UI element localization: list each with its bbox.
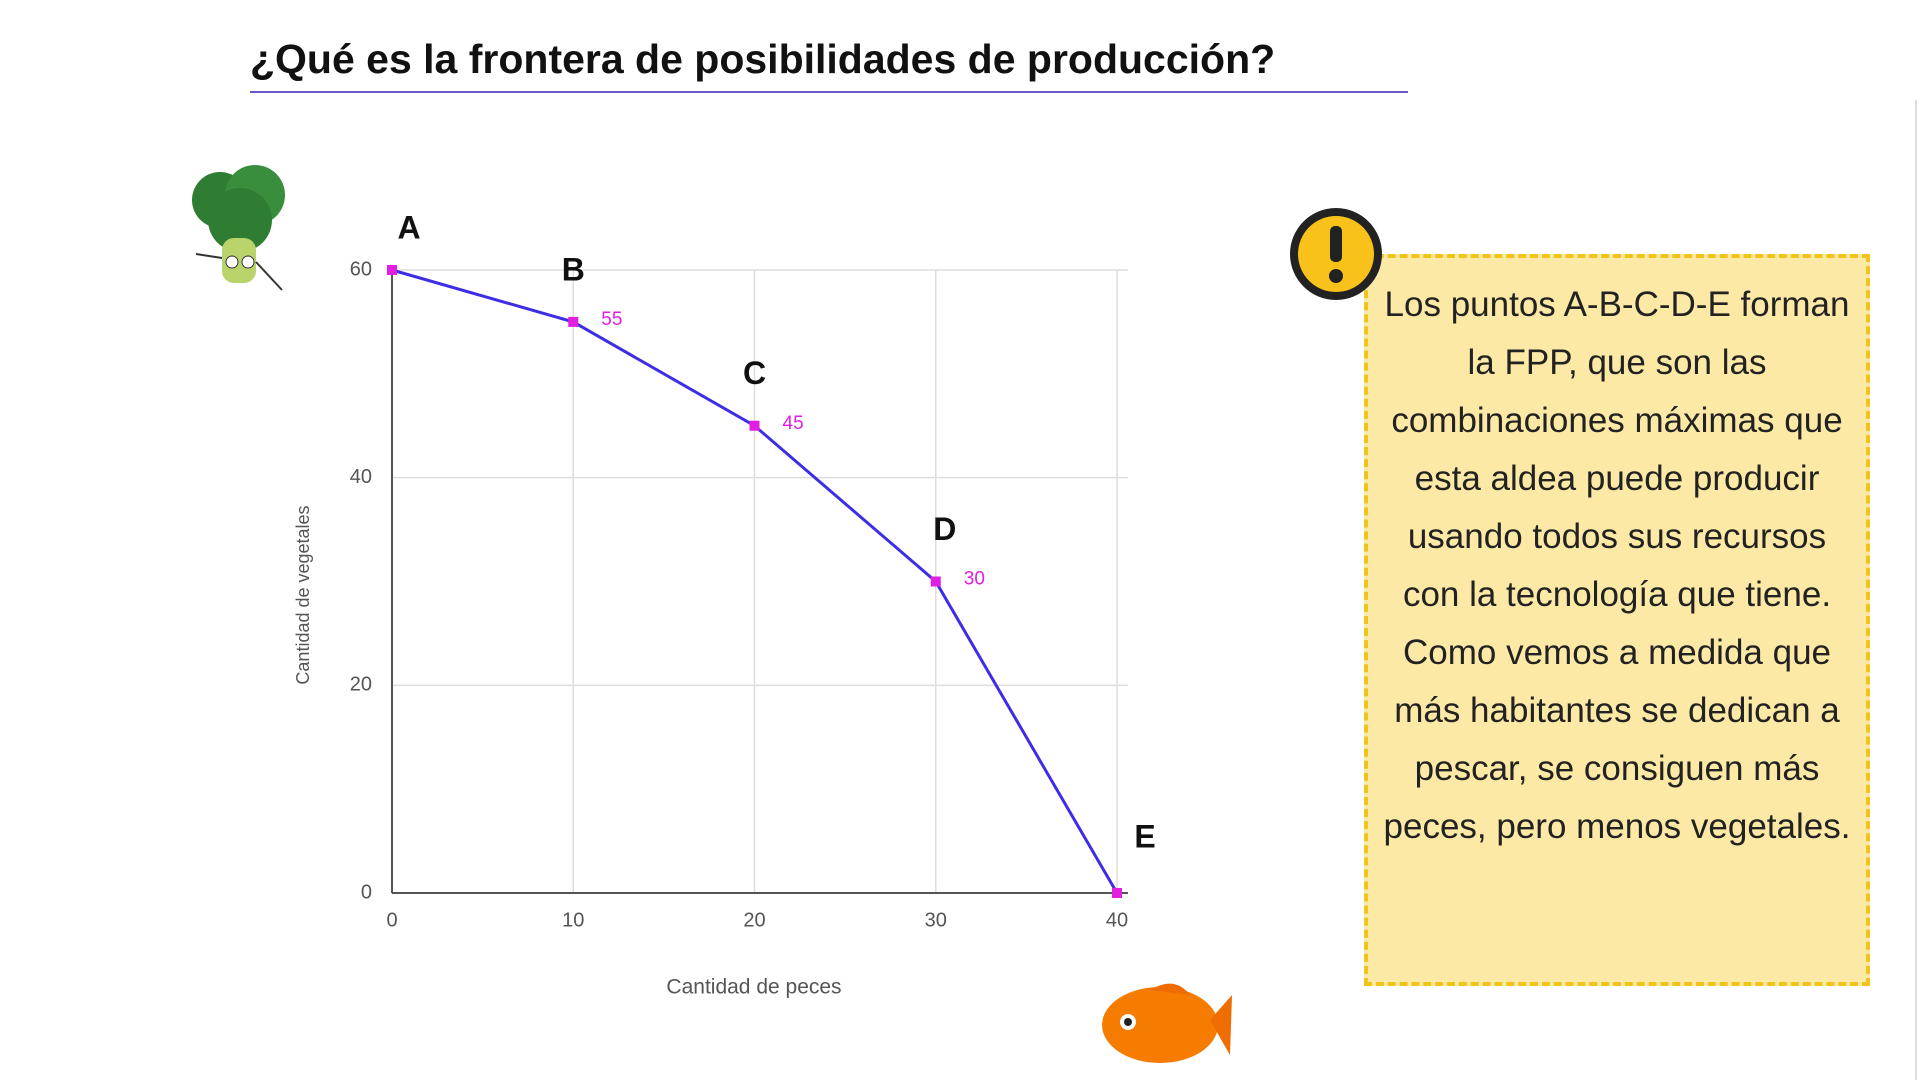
point-label: D (933, 511, 956, 547)
point-label: C (743, 355, 766, 391)
broccoli-icon (192, 165, 285, 291)
data-label: 45 (783, 413, 804, 434)
fish-icon (1102, 983, 1232, 1063)
x-tick-label: 0 (386, 909, 397, 931)
x-tick-label: 40 (1106, 909, 1128, 931)
x-axis-label: Cantidad de peces (666, 976, 841, 999)
marker (568, 316, 579, 327)
marker (1112, 888, 1122, 898)
y-tick-label: 60 (350, 258, 372, 280)
marker (930, 576, 941, 587)
warning-icon (1290, 208, 1382, 300)
y-tick-label: 40 (350, 466, 372, 488)
x-tick-label: 30 (925, 909, 947, 931)
y-axis-label: Cantidad de vegetales (293, 505, 313, 684)
point-label: E (1134, 818, 1155, 854)
marker (749, 420, 760, 431)
data-label: 55 (601, 309, 622, 330)
marker (387, 265, 397, 275)
point-label: A (397, 209, 420, 245)
point-label: B (562, 251, 585, 287)
slide-title: ¿Qué es la frontera de posibilidades de … (250, 36, 1408, 93)
x-tick-label: 10 (562, 909, 584, 931)
y-tick-label: 0 (361, 881, 372, 903)
x-tick-label: 20 (743, 909, 765, 931)
note-box: Los puntos A-B-C-D-E forman la FPP, que … (1364, 254, 1870, 986)
y-tick-label: 20 (350, 674, 372, 696)
data-label: 30 (964, 569, 985, 590)
